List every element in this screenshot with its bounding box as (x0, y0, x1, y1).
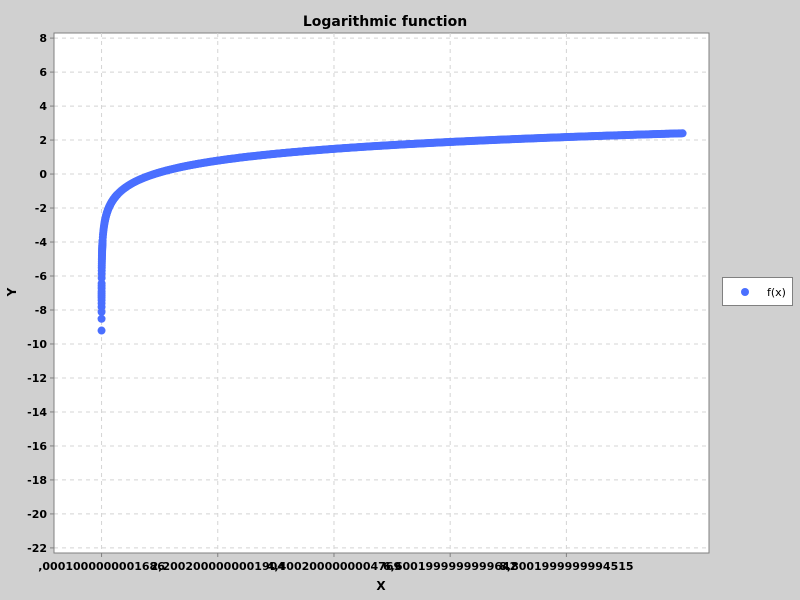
plot-area (53, 32, 710, 554)
y-tick-label: 6 (39, 66, 47, 79)
x-tick-label: ,0001000000001686 (38, 560, 165, 573)
y-tick-label: -2 (35, 202, 47, 215)
grid-lines (54, 33, 709, 553)
legend-marker-icon (741, 288, 749, 296)
y-axis-label: Y (5, 287, 19, 297)
x-axis-label: X (376, 579, 386, 593)
y-axis: 8 6 4 2 0 -2 -4 -6 -8 -10 -12 -14 -16 -18 -20 -22 (27, 32, 55, 555)
y-tick-label: -12 (27, 372, 47, 385)
y-tick-label: -8 (35, 304, 47, 317)
x-tick-label: 2,2002000000001904 (151, 560, 286, 573)
legend: f(x) (722, 277, 793, 306)
y-tick-label: 2 (39, 134, 47, 147)
x-tick-label: 6,6001999999999642 (383, 560, 517, 573)
data-point (97, 314, 106, 323)
legend-label: f(x) (767, 286, 786, 299)
chart-title: Logarithmic function (302, 14, 468, 30)
y-tick-label: -14 (27, 406, 47, 419)
y-tick-label: -4 (35, 236, 48, 249)
data-point (678, 129, 687, 138)
y-tick-label: 0 (39, 168, 47, 181)
y-tick-label: -20 (27, 508, 47, 521)
y-tick-label: 4 (39, 100, 47, 113)
x-axis: ,00010000000016862,20020000000019044,400… (38, 552, 709, 573)
y-tick-label: -6 (35, 270, 48, 283)
y-tick-label: 8 (39, 32, 47, 45)
data-point (97, 326, 106, 335)
y-tick-label: -16 (27, 440, 47, 453)
series-points (97, 129, 687, 335)
x-tick-label: 4,4002000000004769 (267, 560, 401, 573)
y-tick-label: -22 (27, 542, 47, 555)
y-tick-label: -18 (27, 474, 47, 487)
x-tick-label: 8,8001999999994515 (499, 560, 633, 573)
y-tick-label: -10 (27, 338, 47, 351)
